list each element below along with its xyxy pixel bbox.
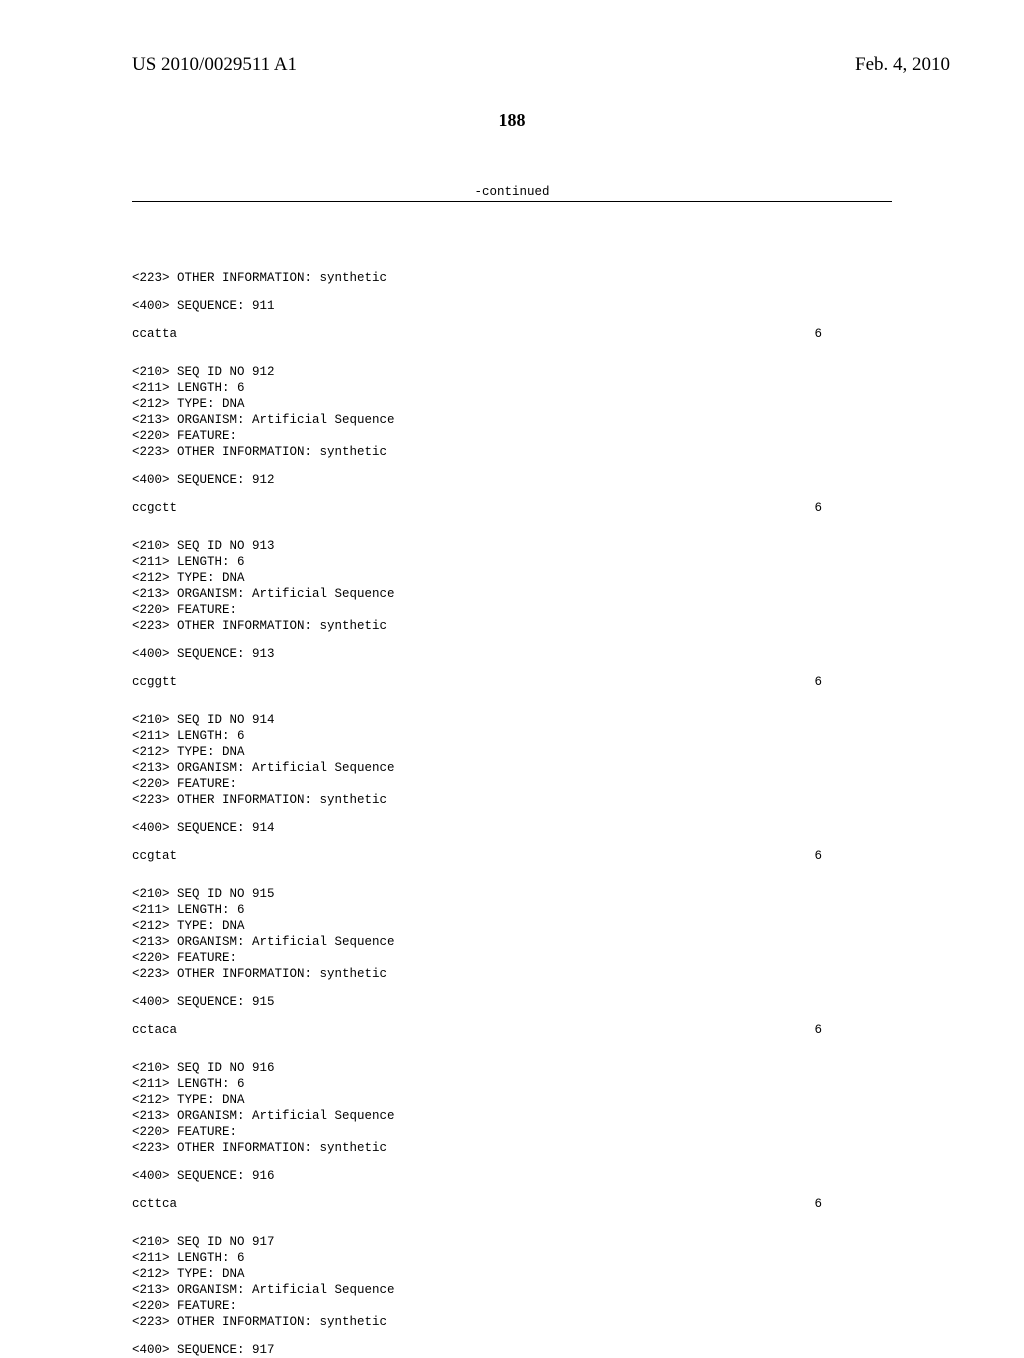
seq-meta-line: <213> ORGANISM: Artificial Sequence: [132, 934, 892, 950]
seq-meta-line: <223> OTHER INFORMATION: synthetic: [132, 444, 892, 460]
sequence-label: <400> SEQUENCE: 915: [132, 994, 892, 1010]
rule-top: [132, 201, 892, 202]
page-header: US 2010/0029511 A1 Feb. 4, 2010: [0, 54, 1024, 76]
seq-meta-line: <212> TYPE: DNA: [132, 744, 892, 760]
seq-meta-line: <220> FEATURE:: [132, 950, 892, 966]
seq-meta-line: <210> SEQ ID NO 917: [132, 1234, 892, 1250]
seq-meta-line: <220> FEATURE:: [132, 428, 892, 444]
sequence-row: cctaca 6: [132, 1022, 892, 1038]
seq-meta-line: <210> SEQ ID NO 913: [132, 538, 892, 554]
seq-meta-line: <220> FEATURE:: [132, 1124, 892, 1140]
seq-meta-line: <220> FEATURE:: [132, 776, 892, 792]
seq-meta-line: <211> LENGTH: 6: [132, 902, 892, 918]
sequence-row: ccgctt 6: [132, 500, 892, 516]
sequence-text: ccatta: [132, 326, 177, 342]
sequence-length: 6: [814, 848, 892, 864]
sequence-label: <400> SEQUENCE: 916: [132, 1168, 892, 1184]
sequence-label: <400> SEQUENCE: 914: [132, 820, 892, 836]
seq-meta-line: <211> LENGTH: 6: [132, 554, 892, 570]
sequence-text: ccgtat: [132, 848, 177, 864]
sequence-label: <400> SEQUENCE: 913: [132, 646, 892, 662]
publication-number: US 2010/0029511 A1: [132, 54, 297, 76]
seq-meta-line: <210> SEQ ID NO 916: [132, 1060, 892, 1076]
sequence-row: ccggtt 6: [132, 674, 892, 690]
seq-meta-line: <212> TYPE: DNA: [132, 918, 892, 934]
seq-meta-line: <211> LENGTH: 6: [132, 1076, 892, 1092]
sequence-length: 6: [814, 674, 892, 690]
seq-meta-line: <220> FEATURE:: [132, 1298, 892, 1314]
seq-meta-line: <223> OTHER INFORMATION: synthetic: [132, 792, 892, 808]
seq-meta-line: <210> SEQ ID NO 912: [132, 364, 892, 380]
seq-meta-line: <223> OTHER INFORMATION: synthetic: [132, 1140, 892, 1156]
page-number: 188: [0, 110, 1024, 131]
seq-meta-line: <220> FEATURE:: [132, 602, 892, 618]
sequence-length: 6: [814, 1022, 892, 1038]
seq-meta-line: <223> OTHER INFORMATION: synthetic: [132, 270, 892, 286]
seq-meta-line: <211> LENGTH: 6: [132, 728, 892, 744]
sequence-row: ccatta 6: [132, 326, 892, 342]
sequence-text: ccggtt: [132, 674, 177, 690]
continued-label: -continued: [0, 185, 1024, 199]
sequence-length: 6: [814, 326, 892, 342]
sequence-text: ccgctt: [132, 500, 177, 516]
sequence-row: ccttca 6: [132, 1196, 892, 1212]
seq-meta-line: <210> SEQ ID NO 915: [132, 886, 892, 902]
seq-meta-line: <212> TYPE: DNA: [132, 396, 892, 412]
seq-meta-line: <213> ORGANISM: Artificial Sequence: [132, 1282, 892, 1298]
seq-meta-line: <213> ORGANISM: Artificial Sequence: [132, 586, 892, 602]
page: US 2010/0029511 A1 Feb. 4, 2010 188 -con…: [0, 0, 1024, 1320]
seq-meta-line: <212> TYPE: DNA: [132, 1092, 892, 1108]
seq-meta-line: <212> TYPE: DNA: [132, 570, 892, 586]
sequence-length: 6: [814, 500, 892, 516]
seq-meta-line: <213> ORGANISM: Artificial Sequence: [132, 412, 892, 428]
sequence-listing: <223> OTHER INFORMATION: synthetic <400> …: [132, 270, 892, 1358]
sequence-label: <400> SEQUENCE: 917: [132, 1342, 892, 1358]
seq-meta-line: <213> ORGANISM: Artificial Sequence: [132, 1108, 892, 1124]
sequence-label: <400> SEQUENCE: 911: [132, 298, 892, 314]
seq-meta-line: <223> OTHER INFORMATION: synthetic: [132, 1314, 892, 1330]
sequence-label: <400> SEQUENCE: 912: [132, 472, 892, 488]
sequence-row: ccgtat 6: [132, 848, 892, 864]
seq-meta-line: <212> TYPE: DNA: [132, 1266, 892, 1282]
publication-date: Feb. 4, 2010: [855, 54, 950, 76]
sequence-text: cctaca: [132, 1022, 177, 1038]
seq-meta-line: <210> SEQ ID NO 914: [132, 712, 892, 728]
sequence-length: 6: [814, 1196, 892, 1212]
sequence-text: ccttca: [132, 1196, 177, 1212]
seq-meta-line: <211> LENGTH: 6: [132, 1250, 892, 1266]
seq-meta-line: <211> LENGTH: 6: [132, 380, 892, 396]
seq-meta-line: <223> OTHER INFORMATION: synthetic: [132, 618, 892, 634]
seq-meta-line: <213> ORGANISM: Artificial Sequence: [132, 760, 892, 776]
seq-meta-line: <223> OTHER INFORMATION: synthetic: [132, 966, 892, 982]
